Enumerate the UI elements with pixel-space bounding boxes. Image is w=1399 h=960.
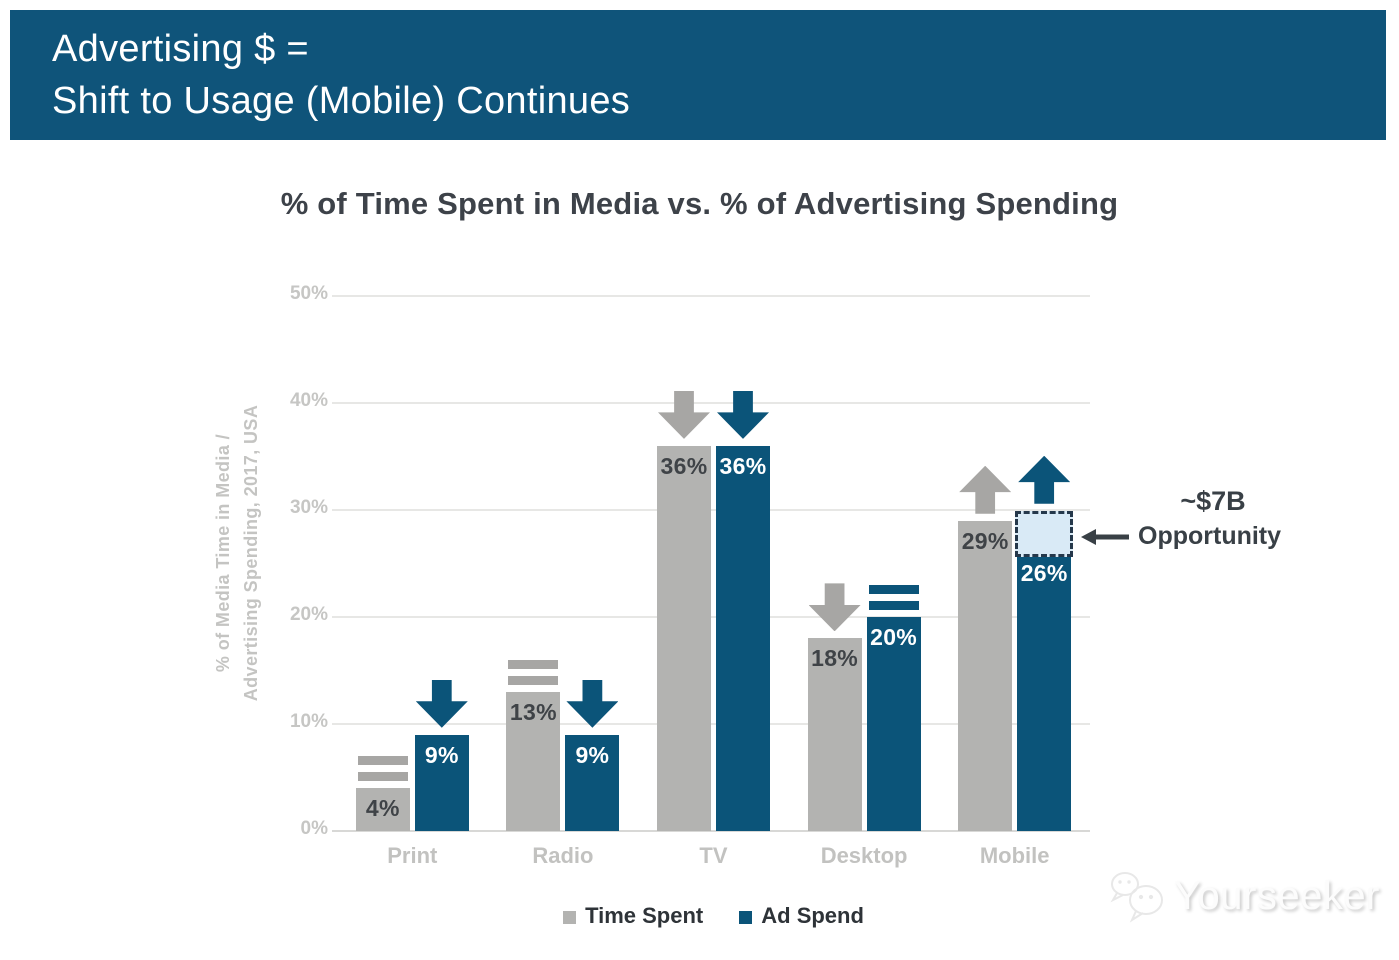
left-arrow-icon (1081, 528, 1129, 545)
bar-value-label-time-spent-desktop: 18% (811, 645, 859, 672)
equals-bar (868, 601, 919, 610)
bar-value-label-ad-spend-print: 9% (424, 741, 459, 768)
slide-title-line1: Advertising $ = (52, 28, 309, 70)
bar-value-label-time-spent-mobile: 29% (961, 527, 1009, 554)
bar-ad-spend-print: 9% (414, 734, 469, 831)
category-label-tv: TV (699, 843, 728, 868)
bar-value-label-ad-spend-mobile: 26% (1020, 559, 1068, 586)
ad-spend-swatch (739, 910, 753, 924)
y-tick-label-10%: 10% (289, 711, 328, 732)
bar-ad-spend-radio: 9% (565, 734, 620, 831)
down-arrow-icon (566, 679, 619, 728)
bar-value-label-time-spent-tv: 36% (660, 452, 708, 479)
slide-title-line2: Shift to Usage (Mobile) Continues (52, 80, 631, 122)
legend-item-time-spent: Time Spent (563, 903, 703, 929)
category-label-desktop: Desktop (820, 843, 908, 868)
plot-area: 4% 9% Print 13% 9% Radio 36% 36% TV 18% 20% Desktop… (332, 295, 1090, 868)
up-arrow-icon (959, 465, 1012, 514)
wechat-icon (1110, 872, 1163, 923)
time-spent-swatch (563, 910, 577, 924)
equals-bar (508, 659, 559, 669)
equals-icon (357, 756, 408, 782)
gridline-20% (332, 616, 1090, 618)
bar-time-spent-tv: 36% (657, 445, 711, 831)
legend-label-ad-spend: Ad Spend (761, 903, 864, 928)
opportunity-box (1015, 510, 1074, 557)
bar-ad-spend-desktop: 20% (866, 617, 921, 831)
bar-value-label-ad-spend-desktop: 20% (870, 624, 918, 650)
x-axis-line (332, 830, 1090, 832)
opportunity-value: ~$7B (1180, 486, 1246, 516)
bar-value-label-time-spent-print: 4% (365, 795, 400, 822)
bar-ad-spend-mobile: 26% (1017, 552, 1072, 831)
category-label-radio: Radio (532, 843, 594, 868)
bar-value-label-ad-spend-radio: 9% (575, 741, 610, 768)
gridline-10% (332, 723, 1090, 725)
gridline-50% (332, 295, 1090, 297)
y-tick-label-50%: 50% (289, 283, 328, 304)
bar-value-label-time-spent-radio: 13% (509, 698, 557, 725)
equals-bar (357, 772, 408, 782)
down-arrow-icon (415, 679, 468, 728)
down-arrow-icon (658, 390, 710, 439)
y-tick-label-30%: 30% (289, 497, 328, 518)
legend-item-ad-spend: Ad Spend (739, 903, 864, 929)
gridline-40% (332, 402, 1090, 404)
legend-label-time-spent: Time Spent (585, 903, 704, 928)
equals-bar (868, 585, 919, 594)
chart-title: % of Time Spent in Media vs. % of Advert… (280, 186, 1119, 221)
gridline-30% (332, 509, 1090, 511)
opportunity-callout: Opportunity (1081, 522, 1281, 551)
bar-value-label-ad-spend-tv: 36% (719, 452, 767, 479)
category-label-print: Print (387, 843, 438, 868)
equals-bar (508, 675, 559, 685)
y-axis-ticks: 0% 10% 20% 30% 40% 50% (0, 283, 328, 839)
down-arrow-icon (808, 583, 861, 632)
bar-time-spent-print: 4% (355, 788, 410, 831)
watermark: Yourseeker (1108, 868, 1380, 924)
equals-bar (357, 756, 408, 766)
slide-title-banner: Advertising $ = Shift to Usage (Mobile) … (10, 10, 1386, 140)
equals-icon (508, 659, 559, 685)
category-label-mobile: Mobile (979, 843, 1050, 868)
y-tick-label-0%: 0% (300, 818, 328, 839)
y-tick-label-20%: 20% (289, 604, 328, 625)
down-arrow-icon (717, 390, 769, 439)
chart-legend: Time Spent Ad Spend (337, 903, 1090, 929)
up-arrow-icon (1018, 455, 1071, 504)
opportunity-label: Opportunity (1138, 522, 1282, 550)
bar-ad-spend-tv: 36% (716, 445, 770, 831)
y-tick-label-40%: 40% (289, 390, 328, 411)
bar-time-spent-radio: 13% (506, 691, 561, 831)
bar-time-spent-mobile: 29% (958, 520, 1013, 831)
bar-time-spent-desktop: 18% (807, 638, 862, 831)
watermark-text: Yourseeker (1174, 873, 1380, 918)
equals-icon (868, 585, 919, 610)
